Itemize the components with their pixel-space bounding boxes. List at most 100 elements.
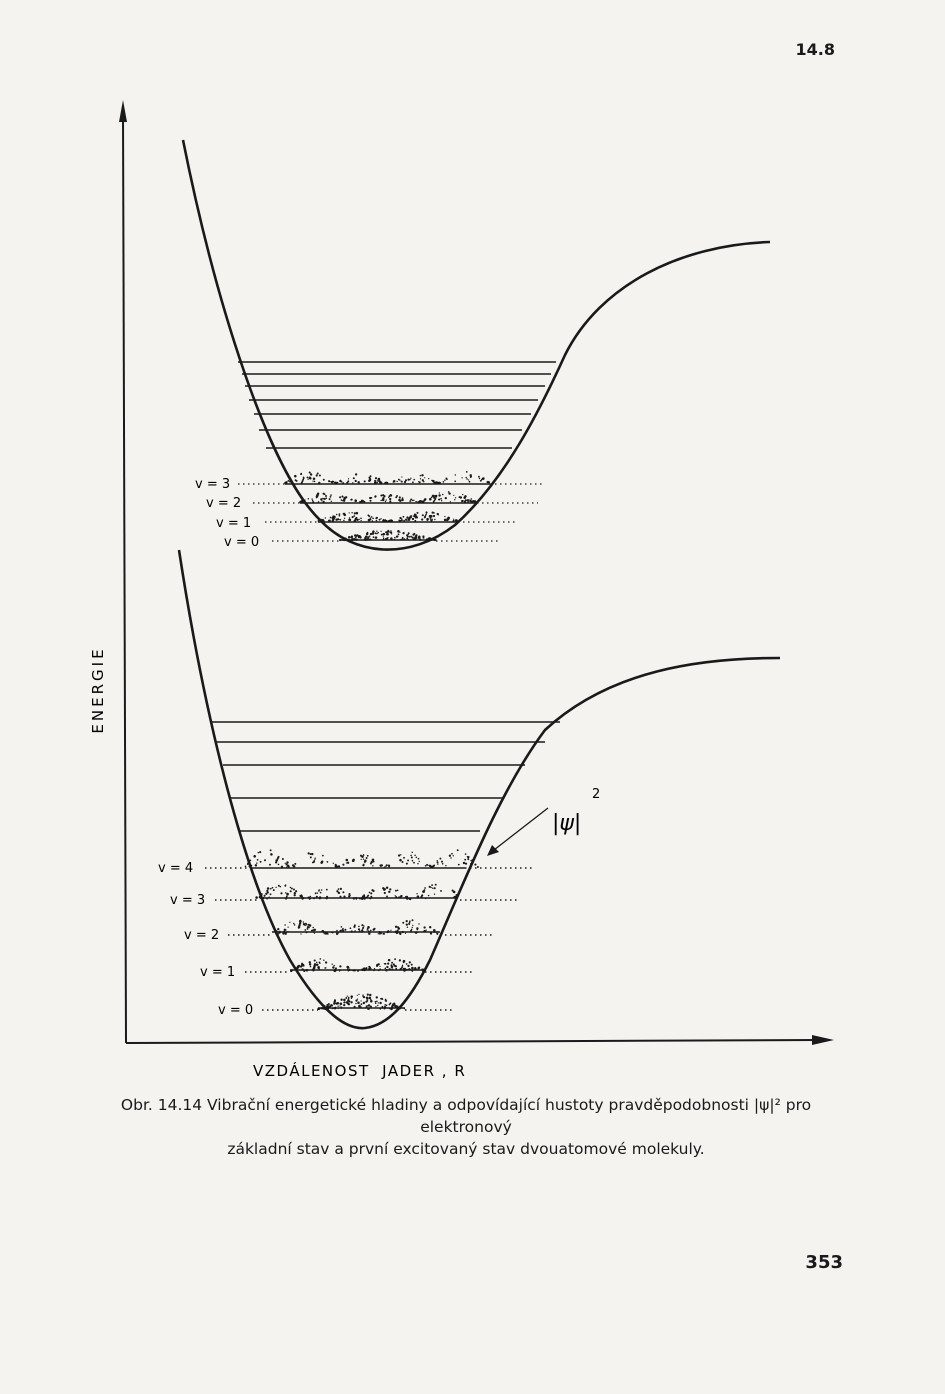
density-dot [339,965,342,968]
density-dot [416,927,419,930]
density-dot [412,481,414,484]
lower-potential [177,549,781,1030]
density-dot [286,861,289,864]
density-dot [374,1000,377,1003]
density-dot [401,861,404,863]
density-dot [368,930,370,933]
density-dot [358,518,360,520]
density-dot [281,858,284,860]
density-dot [342,863,345,866]
density-dot [302,476,305,479]
density-dot [402,515,405,518]
density-dot [283,928,286,931]
density-dot [356,518,359,522]
density-dot [315,474,318,477]
density-dot [342,500,344,502]
density-dot [421,894,424,897]
potential-energy-diagram: ENERGIE VZDÁLENOST JADER , R v = 3 v = 2 [89,100,834,1080]
density-dot [353,538,356,541]
density-dot [432,494,435,497]
density-dot [266,887,270,890]
density-dot [407,517,409,519]
density-dot [466,855,469,858]
page-number: 353 [805,1252,843,1273]
density-dot [393,964,396,967]
density-dot [346,861,350,864]
density-dot [381,498,385,502]
density-dot [371,859,374,862]
density-dot [476,501,478,503]
density-dot [454,474,456,476]
density-dot [409,500,412,503]
x-axis-arrow [812,1035,834,1045]
density-dot [411,499,414,502]
density-dot [265,892,268,895]
density-dot [440,860,444,863]
density-dot [392,480,396,483]
density-dot [407,538,409,541]
density-dot [433,887,436,890]
density-dot [304,499,306,501]
density-dot [347,535,351,539]
density-dot [436,481,439,484]
density-dot [407,519,409,521]
density-dot [396,494,399,497]
density-dot [400,854,402,856]
density-dot [473,500,477,503]
density-dot [400,519,403,522]
density-dot [448,854,452,857]
density-dot [385,865,387,867]
density-dot [314,857,316,859]
density-dot [404,932,407,935]
density-dot [249,859,252,862]
density-dot [487,481,491,484]
y-axis [122,111,127,1044]
upper-level-label-v1: v = 1 [216,516,251,531]
density-dot [415,534,418,537]
density-dot [465,476,467,479]
density-dot [437,863,439,865]
density-dot [421,479,424,482]
density-dot [364,968,367,971]
density-dot [362,994,364,996]
density-dot [383,888,386,891]
density-dot [464,495,467,498]
density-dot [289,480,291,483]
density-dot [319,958,322,960]
lower-level-labels: v = 4 v = 3 v = 2 v = 1 v = 0 [158,861,253,1018]
density-dot [314,892,317,895]
density-dot [415,516,419,519]
density-dot [322,478,325,481]
density-dot [293,924,296,926]
density-dot [389,888,392,891]
density-dot [359,536,362,539]
density-dot [407,533,409,536]
density-dot [343,514,346,517]
density-dot [422,890,425,893]
density-dot [330,931,333,933]
density-dot [402,921,405,924]
density-dot [367,894,370,897]
density-dot [415,856,418,859]
density-dot [335,513,338,516]
density-dot [429,538,432,541]
density-dot [470,498,473,500]
density-dot [349,894,351,897]
density-dot [379,1001,382,1005]
density-dot [349,969,351,971]
density-dot [342,538,345,541]
density-dot [440,889,442,892]
density-dot [462,861,466,865]
density-dot [394,1005,397,1008]
density-dot [469,474,472,477]
density-dot [439,857,442,860]
density-dot [348,512,350,514]
density-dot [400,894,403,898]
density-dot [328,498,331,501]
density-dot [397,854,401,857]
upper-level-label-v0: v = 0 [224,535,259,550]
density-dot [399,517,402,519]
density-dot [352,477,355,480]
density-dot [411,919,414,922]
density-dot [324,931,328,935]
